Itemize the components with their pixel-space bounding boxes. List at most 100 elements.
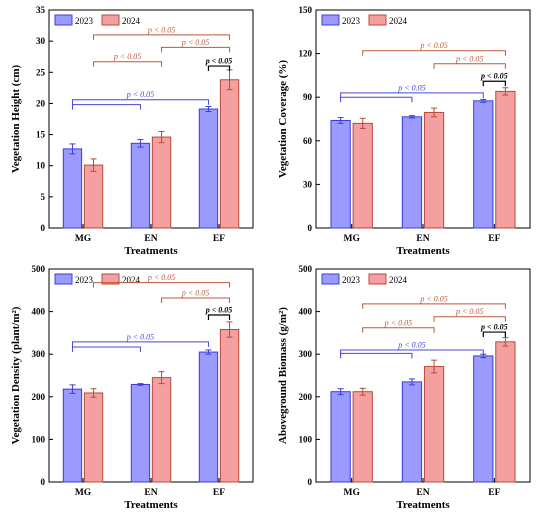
y-axis-title: Vegetation Density (plant/m²)	[10, 306, 22, 444]
y-tick-label: 300	[32, 349, 46, 359]
y-tick-label: 200	[299, 392, 313, 402]
bar-2023-EF	[198, 351, 219, 483]
significance-bracket	[93, 61, 163, 67]
bar-2024-MG	[352, 122, 373, 229]
y-tick-label: 150	[299, 5, 313, 15]
y-tick-label: 100	[299, 434, 313, 444]
legend-swatch-2024	[368, 14, 387, 26]
significance-label: p < 0.05	[419, 41, 447, 50]
bar-2024-EN	[423, 111, 445, 229]
y-tick-label: 0	[41, 477, 46, 487]
bar-2024-MG	[83, 392, 104, 483]
legend-swatch-2023	[321, 14, 340, 26]
bar-2023-EF	[473, 355, 494, 483]
legend-label-2024: 2024	[122, 16, 141, 26]
bar-2024-EF	[495, 341, 516, 483]
y-tick-label: 120	[299, 49, 313, 59]
bar-2023-EN	[130, 383, 151, 483]
significance-bracket	[340, 349, 484, 355]
significance-label: p < 0.05	[480, 323, 508, 332]
x-tick-label: EN	[416, 488, 429, 498]
bar-2024-EF	[219, 79, 240, 229]
y-axis-title: Vegetation Height (cm)	[10, 64, 22, 173]
y-tick-label: 5	[41, 192, 46, 202]
significance-label: p < 0.05	[147, 25, 175, 34]
bar-2023-EN	[401, 116, 423, 229]
legend-swatch-2024	[101, 273, 120, 285]
y-tick-label: 30	[36, 36, 46, 46]
legend-label-2023: 2023	[342, 16, 361, 26]
y-axis-title: Vegetation Coverage (%)	[277, 60, 289, 178]
x-tick-label: MG	[343, 234, 360, 244]
y-axis-title: Aboveground Biomass (g/m²)	[277, 307, 289, 444]
significance-bracket	[93, 282, 231, 288]
y-tick-label: 0	[308, 477, 313, 487]
x-tick-label: EF	[488, 488, 500, 498]
significance-label: p < 0.05	[205, 306, 233, 315]
bar-2024-MG	[352, 391, 373, 483]
x-axis-title: Treatments	[396, 499, 450, 511]
x-tick-label: EN	[144, 488, 157, 498]
significance-bracket	[362, 327, 435, 333]
legend-label-2023: 2023	[75, 16, 94, 26]
significance-label: p < 0.05	[147, 273, 175, 282]
bar-2023-MG	[330, 391, 351, 483]
y-tick-label: 60	[303, 136, 313, 146]
x-tick-label: MG	[343, 488, 360, 498]
x-tick-label: EF	[213, 234, 225, 244]
significance-label: p < 0.05	[181, 38, 209, 47]
bar-2023-EN	[401, 381, 423, 483]
significance-label: p < 0.05	[126, 90, 154, 99]
significance-label: p < 0.05	[397, 340, 425, 349]
y-tick-label: 500	[32, 264, 46, 274]
significance-bracket	[482, 331, 506, 338]
significance-bracket	[340, 352, 413, 359]
x-tick-label: EF	[213, 488, 225, 498]
chart-panel-4: 0 100 200 300 400 500 MG EN EF Treatments Abovegro…	[277, 264, 531, 511]
significance-bracket	[207, 314, 231, 321]
x-tick-label: MG	[75, 488, 92, 498]
y-tick-label: 20	[36, 98, 46, 108]
y-tick-label: 15	[36, 130, 46, 140]
significance-label: p < 0.05	[181, 288, 209, 297]
significance-bracket	[482, 80, 506, 87]
x-tick-label: EF	[488, 234, 500, 244]
y-tick-label: 10	[36, 161, 46, 171]
y-tick-label: 30	[303, 179, 313, 189]
y-tick-label: 200	[32, 392, 46, 402]
significance-bracket	[161, 46, 231, 53]
bar-2023-EN	[130, 142, 151, 229]
significance-bracket	[161, 297, 231, 303]
significance-bracket	[362, 303, 506, 309]
chart-panel-3: 0 100 200 300 400 500 MG EN EF Treatments Vegetati…	[10, 264, 254, 511]
bar-2024-MG	[83, 164, 104, 229]
y-tick-label: 500	[299, 264, 313, 274]
significance-label: p < 0.05	[126, 332, 154, 341]
significance-label: p < 0.05	[384, 318, 412, 327]
significance-bracket	[340, 96, 413, 103]
significance-label: p < 0.05	[205, 57, 233, 66]
legend-swatch-2023	[54, 14, 73, 26]
x-tick-label: MG	[75, 234, 92, 244]
significance-bracket	[93, 34, 231, 40]
x-axis-title: Treatments	[396, 245, 450, 257]
y-tick-label: 25	[36, 67, 46, 77]
y-tick-label: 300	[299, 349, 313, 359]
significance-bracket	[207, 65, 231, 72]
x-axis-title: Treatments	[124, 245, 178, 257]
significance-label: p < 0.05	[480, 72, 508, 81]
significance-bracket	[71, 346, 141, 352]
legend-label-2024: 2024	[122, 275, 141, 285]
significance-label: p < 0.05	[419, 294, 447, 303]
bar-2024-EF	[495, 90, 516, 229]
x-tick-label: EN	[416, 234, 429, 244]
bar-2023-MG	[62, 388, 83, 483]
significance-bracket	[71, 104, 141, 110]
significance-label: p < 0.05	[397, 83, 425, 92]
bar-2024-EF	[219, 328, 240, 483]
y-tick-label: 90	[303, 92, 313, 102]
bar-2023-MG	[62, 148, 83, 229]
x-tick-label: EN	[144, 234, 157, 244]
y-tick-label: 0	[308, 223, 313, 233]
